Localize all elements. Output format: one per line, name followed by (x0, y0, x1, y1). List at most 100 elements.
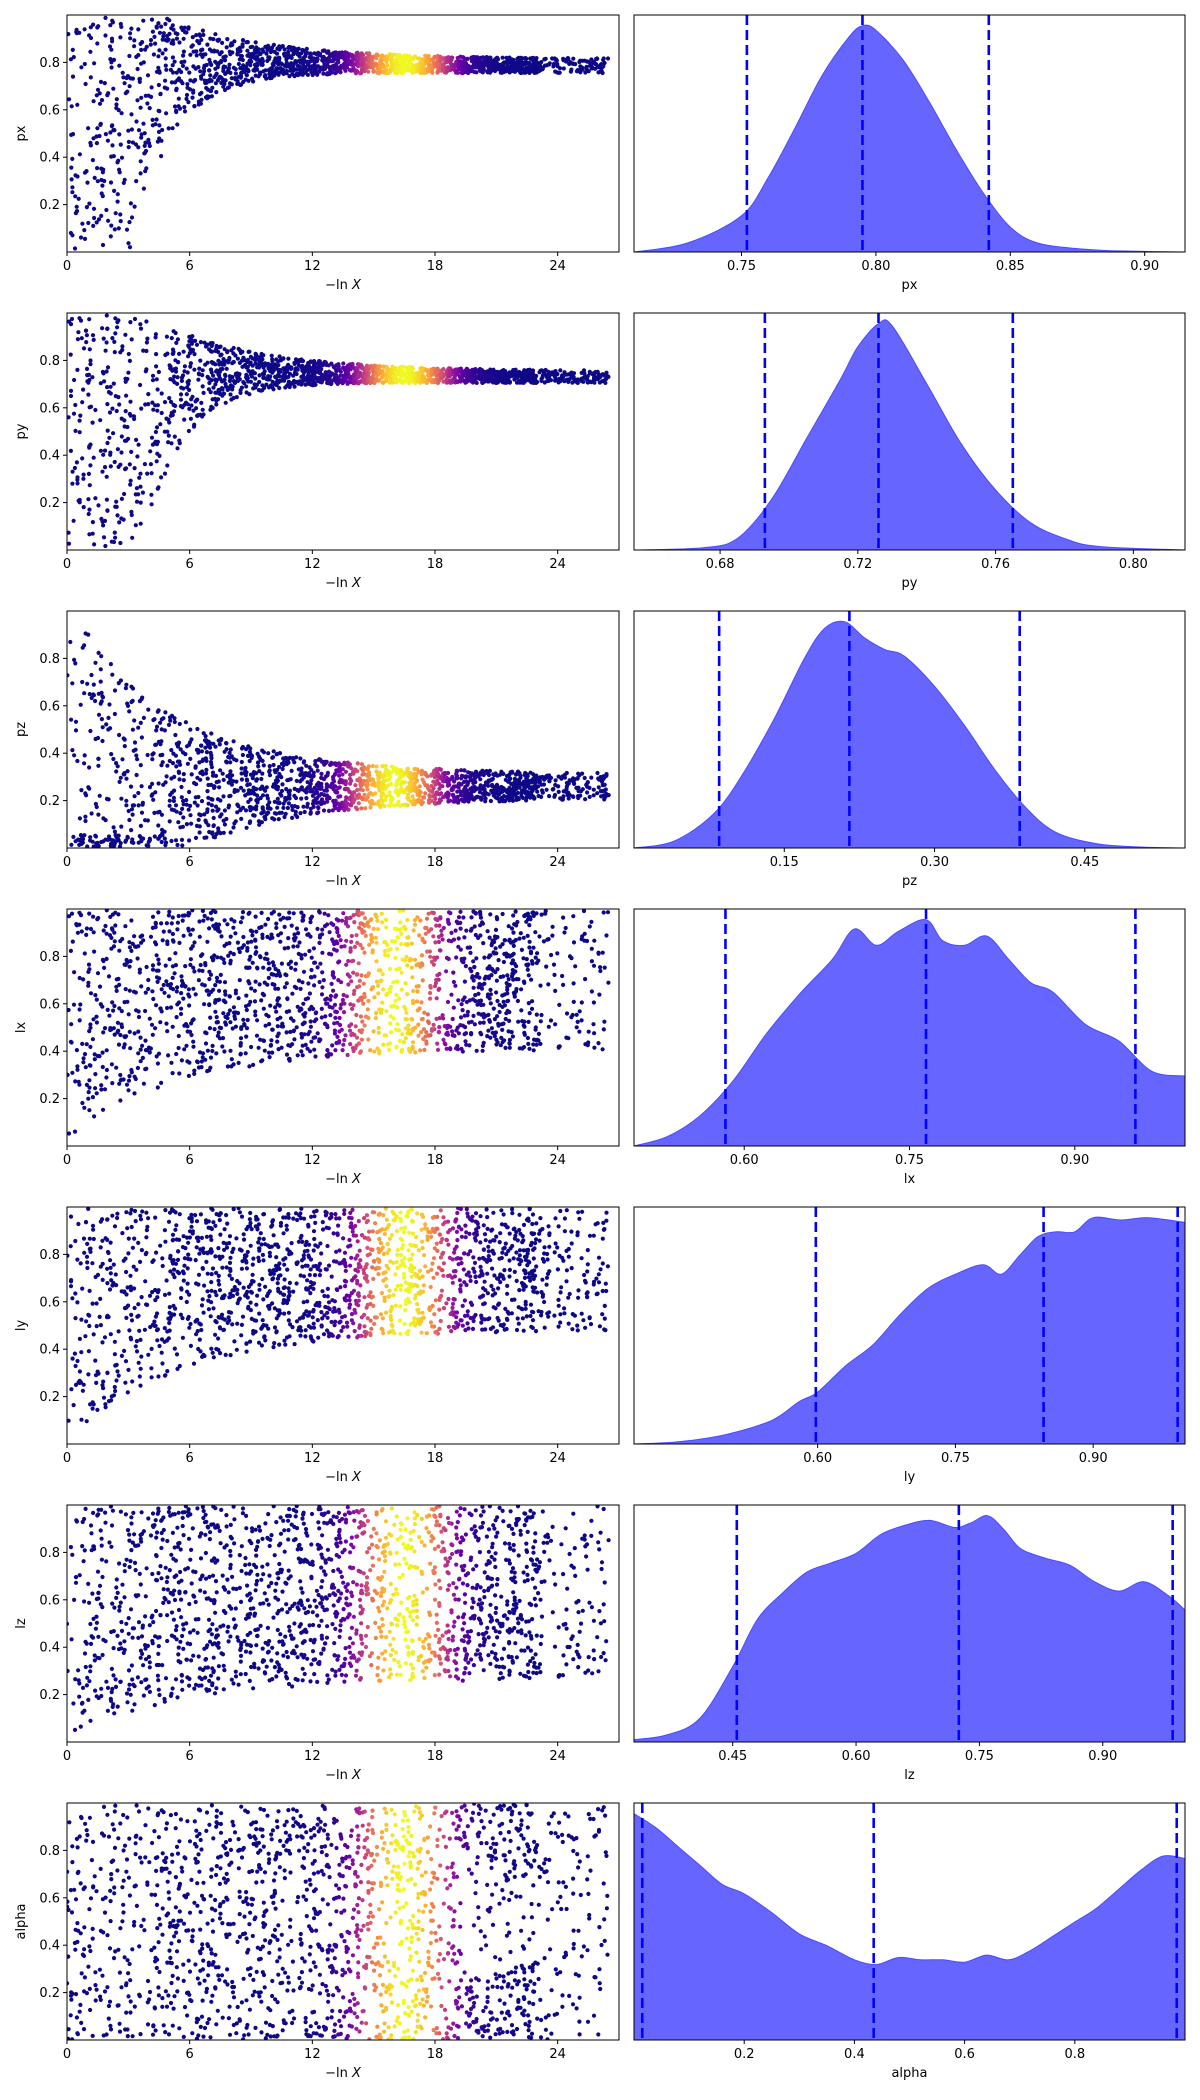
trace-ytick-label-lx-1: 0.4 (39, 1045, 60, 1060)
posterior-xtick-label-ly-0: 0.60 (803, 1451, 832, 1466)
trace-xtick-label-pz-0: 0 (63, 855, 71, 870)
posterior-panel-px: 0.75 0.80 0.85 0.90 px (633, 14, 1186, 293)
posterior-area-py (634, 319, 1185, 550)
trace-xtick-label-py-4: 24 (549, 557, 566, 572)
trace-points-lx (67, 909, 611, 1136)
posterior-xlabel-lx: lx (904, 1172, 916, 1187)
posterior-xtick-label-pz-0: 0.15 (770, 855, 799, 870)
trace-points-alpha (67, 1803, 610, 2040)
trace-xtick-label-lz-3: 18 (427, 1749, 444, 1764)
trace-frame-lx (66, 908, 620, 1147)
trace-frame-pz (66, 610, 620, 849)
posterior-xlabel-ly: ly (904, 1470, 916, 1485)
trace-ylabel-alpha: alpha (14, 1903, 29, 1939)
trace-ylabel-pz: pz (14, 722, 29, 737)
trace-xtick-label-alpha-0: 0 (63, 2047, 71, 2062)
posterior-xtick-label-ly-2: 0.90 (1079, 1451, 1108, 1466)
trace-xtick-label-ly-3: 18 (427, 1451, 444, 1466)
trace-frame-lz (66, 1504, 620, 1743)
trace-panel-px: 0 6 12 18 24 0.2 0.4 0.6 0.8 −ln X px (14, 14, 620, 293)
posterior-frame-ly (633, 1206, 1186, 1445)
posterior-xtick-label-px-1: 0.80 (861, 259, 890, 274)
posterior-xlabel-lz: lz (904, 1768, 915, 1783)
trace-xtick-label-lx-3: 18 (427, 1153, 444, 1168)
trace-xtick-label-px-1: 6 (186, 259, 194, 274)
posterior-xlabel-px: px (902, 278, 918, 293)
trace-panel-ly: 0 6 12 18 24 0.2 0.4 0.6 0.8 −ln X ly (14, 1206, 620, 1485)
trace-xtick-label-pz-4: 24 (549, 855, 566, 870)
trace-ytick-label-lx-0: 0.2 (39, 1092, 60, 1107)
trace-xtick-label-pz-1: 6 (186, 855, 194, 870)
posterior-xtick-label-alpha-2: 0.6 (954, 2047, 975, 2062)
trace-xtick-label-px-0: 0 (63, 259, 71, 274)
trace-ytick-label-lz-2: 0.6 (39, 1593, 60, 1608)
posterior-area-ly (634, 1216, 1185, 1444)
trace-xtick-label-lx-0: 0 (63, 1153, 71, 1168)
trace-ytick-label-alpha-1: 0.4 (39, 1939, 60, 1954)
posterior-xtick-label-py-1: 0.72 (843, 557, 872, 572)
trace-ytick-label-alpha-3: 0.8 (39, 1844, 60, 1859)
trace-xtick-label-ly-4: 24 (549, 1451, 566, 1466)
posterior-xtick-label-lx-0: 0.60 (730, 1153, 759, 1168)
posterior-xtick-label-ly-1: 0.75 (941, 1451, 970, 1466)
trace-ytick-label-lx-3: 0.8 (39, 950, 60, 965)
trace-ytick-label-py-2: 0.6 (39, 401, 60, 416)
trace-ytick-label-alpha-0: 0.2 (39, 1986, 60, 2001)
trace-xlabel-ly: −ln X (325, 1470, 362, 1485)
posterior-xlabel-alpha: alpha (891, 2066, 927, 2081)
posterior-xtick-label-lz-1: 0.60 (842, 1749, 871, 1764)
trace-xtick-label-ly-2: 12 (304, 1451, 321, 1466)
trace-ytick-label-py-3: 0.8 (39, 354, 60, 369)
posterior-panel-ly: 0.60 0.75 0.90 ly (633, 1206, 1186, 1485)
trace-xtick-label-py-3: 18 (427, 557, 444, 572)
posterior-panel-alpha: 0.2 0.4 0.6 0.8 alpha (633, 1802, 1186, 2081)
posterior-xtick-label-alpha-3: 0.8 (1064, 2047, 1085, 2062)
posterior-xtick-label-pz-1: 0.30 (920, 855, 949, 870)
trace-xtick-label-ly-0: 0 (63, 1451, 71, 1466)
trace-frame-px (66, 14, 620, 253)
posterior-xtick-label-px-2: 0.85 (996, 259, 1025, 274)
trace-xtick-label-pz-3: 18 (427, 855, 444, 870)
trace-panel-lz: 0 6 12 18 24 0.2 0.4 0.6 0.8 −ln X lz (14, 1504, 620, 1783)
posterior-xtick-label-py-3: 0.80 (1119, 557, 1148, 572)
posterior-xtick-label-lz-3: 0.90 (1088, 1749, 1117, 1764)
trace-ytick-label-py-1: 0.4 (39, 449, 60, 464)
posterior-xtick-label-py-2: 0.76 (981, 557, 1010, 572)
trace-xtick-label-alpha-4: 24 (549, 2047, 566, 2062)
trace-ytick-label-py-0: 0.2 (39, 496, 60, 511)
trace-ytick-label-alpha-2: 0.6 (39, 1891, 60, 1906)
posterior-frame-lz (633, 1504, 1186, 1743)
posterior-area-pz (634, 620, 1185, 848)
posterior-frame-px (633, 14, 1186, 253)
trace-xtick-label-alpha-1: 6 (186, 2047, 194, 2062)
trace-xlabel-lx: −ln X (325, 1172, 362, 1187)
trace-xtick-label-py-2: 12 (304, 557, 321, 572)
trace-points-lz (67, 1505, 611, 1732)
trace-ylabel-ly: ly (14, 1320, 29, 1332)
trace-xtick-label-py-1: 6 (186, 557, 194, 572)
trace-ytick-label-pz-2: 0.6 (39, 699, 60, 714)
posterior-xtick-label-pz-2: 0.45 (1070, 855, 1099, 870)
posterior-area-lz (634, 1515, 1185, 1742)
trace-ytick-label-ly-2: 0.6 (39, 1295, 60, 1310)
posterior-xlabel-py: py (902, 576, 918, 591)
trace-xtick-label-py-0: 0 (63, 557, 71, 572)
trace-xtick-label-px-3: 18 (427, 259, 444, 274)
trace-xtick-label-alpha-2: 12 (304, 2047, 321, 2062)
trace-xlabel-lz: −ln X (325, 1768, 362, 1783)
trace-ytick-label-lz-3: 0.8 (39, 1546, 60, 1561)
trace-frame-ly (66, 1206, 620, 1445)
trace-ytick-label-pz-0: 0.2 (39, 794, 60, 809)
trace-xtick-label-lx-4: 24 (549, 1153, 566, 1168)
trace-ylabel-lz: lz (14, 1618, 29, 1629)
trace-xtick-label-lx-1: 6 (186, 1153, 194, 1168)
trace-ytick-label-pz-1: 0.4 (39, 747, 60, 762)
trace-ytick-label-lx-2: 0.6 (39, 997, 60, 1012)
trace-ytick-label-lz-0: 0.2 (39, 1688, 60, 1703)
trace-points-py (67, 313, 611, 549)
posterior-xtick-label-py-0: 0.68 (706, 557, 735, 572)
trace-xtick-label-lz-1: 6 (186, 1749, 194, 1764)
trace-xlabel-pz: −ln X (325, 874, 362, 889)
trace-xlabel-py: −ln X (325, 576, 362, 591)
posterior-panel-py: 0.68 0.72 0.76 0.80 py (633, 312, 1186, 591)
